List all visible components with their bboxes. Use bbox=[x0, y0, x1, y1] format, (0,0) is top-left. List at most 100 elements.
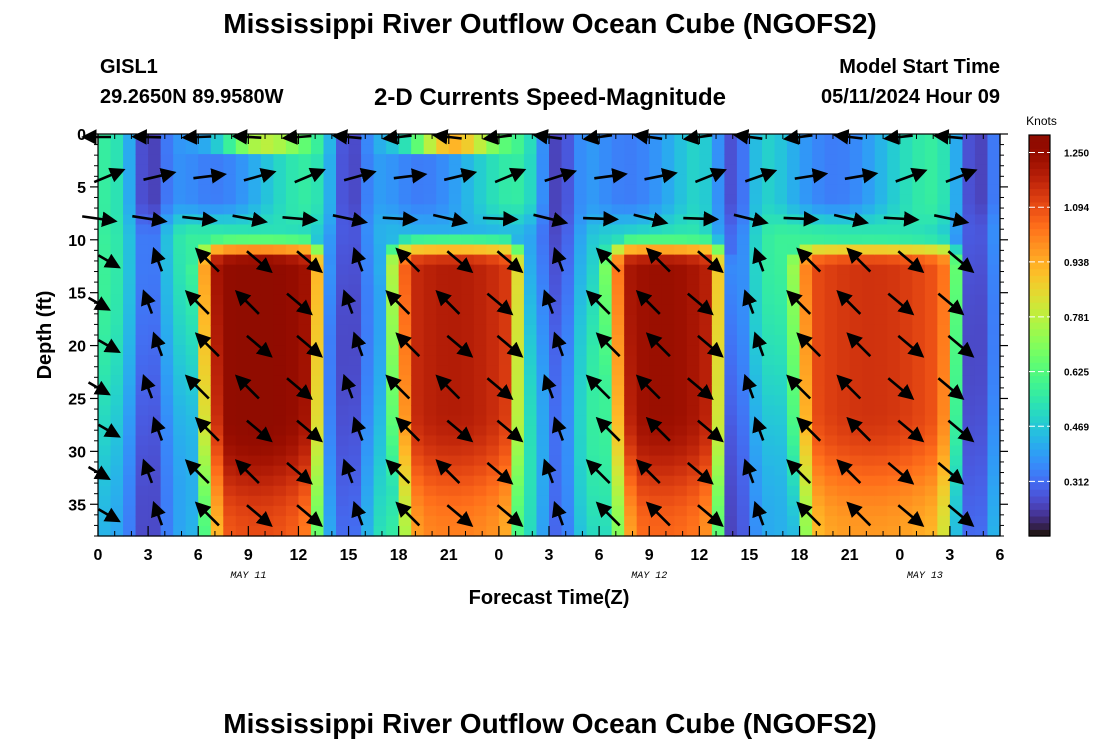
heatmap-cell bbox=[862, 324, 876, 336]
heatmap-cell bbox=[987, 194, 1001, 205]
heatmap-cell bbox=[486, 314, 500, 326]
heatmap-cell bbox=[123, 184, 137, 195]
heatmap-cell bbox=[473, 154, 487, 165]
heatmap-cell bbox=[661, 244, 675, 256]
heatmap-cell bbox=[661, 254, 675, 266]
heatmap-cell bbox=[824, 204, 838, 215]
heatmap-cell bbox=[586, 505, 600, 517]
heatmap-cell bbox=[874, 505, 888, 517]
heatmap-cell bbox=[586, 365, 600, 376]
heatmap-cell bbox=[436, 405, 450, 416]
heatmap-cell bbox=[386, 495, 400, 507]
heatmap-cell bbox=[373, 435, 387, 447]
heatmap-cell bbox=[323, 224, 337, 236]
current-vector bbox=[97, 253, 121, 269]
heatmap-cell bbox=[285, 495, 300, 507]
heatmap-cell bbox=[774, 234, 788, 246]
colorbar-tick-label: 1.250 bbox=[1064, 149, 1089, 160]
heatmap-cell bbox=[148, 174, 162, 185]
heatmap-cell bbox=[937, 284, 951, 296]
heatmap-cell bbox=[711, 405, 725, 416]
colorbar-segment bbox=[1029, 268, 1050, 276]
current-vector bbox=[752, 416, 768, 441]
heatmap-cell bbox=[574, 274, 588, 286]
model-start-label: Model Start Time bbox=[839, 56, 1000, 78]
heatmap-cell bbox=[887, 525, 901, 537]
current-vector bbox=[286, 461, 313, 485]
heatmap-cell bbox=[198, 385, 212, 396]
current-vector bbox=[846, 332, 872, 358]
heatmap-cell bbox=[887, 385, 901, 396]
heatmap-cell bbox=[912, 365, 926, 376]
heatmap-cell bbox=[974, 284, 989, 296]
heatmap-cell bbox=[298, 324, 312, 336]
heatmap-cell bbox=[523, 244, 538, 256]
heatmap-cell bbox=[586, 425, 600, 437]
heatmap-cell bbox=[523, 134, 538, 145]
heatmap-cell bbox=[849, 345, 863, 356]
heatmap-cell bbox=[123, 144, 137, 155]
current-vector bbox=[343, 167, 377, 183]
heatmap-cell bbox=[235, 314, 249, 326]
axes: 0 3 6 9 12 15 18 21 0 3 6 9 12 15 18 21 0 3 60510152025303… bbox=[34, 127, 1008, 609]
heatmap-cell bbox=[423, 244, 437, 256]
heatmap-cell bbox=[223, 244, 237, 256]
heatmap-cell bbox=[699, 254, 713, 266]
heatmap-cell bbox=[987, 375, 1001, 386]
heatmap-cell bbox=[248, 465, 262, 477]
heatmap-cell bbox=[298, 365, 312, 376]
heatmap-cell bbox=[473, 355, 487, 366]
heatmap-cell bbox=[924, 445, 938, 457]
heatmap-cell bbox=[210, 184, 224, 195]
heatmap-cell bbox=[812, 324, 826, 336]
heatmap-cell bbox=[411, 495, 425, 507]
heatmap-cell bbox=[749, 154, 763, 165]
heatmap-cell bbox=[235, 485, 249, 497]
heatmap-cell bbox=[674, 395, 688, 406]
current-vector bbox=[496, 504, 524, 528]
heatmap-cell bbox=[749, 515, 763, 527]
heatmap-cell bbox=[285, 365, 300, 376]
heatmap-cell bbox=[235, 174, 249, 185]
heatmap-cell bbox=[974, 194, 989, 205]
heatmap-cell bbox=[210, 415, 224, 427]
heatmap-cell bbox=[160, 204, 174, 215]
heatmap-cell bbox=[611, 345, 625, 356]
heatmap-cell bbox=[987, 134, 1001, 145]
heatmap-cell bbox=[148, 304, 162, 316]
current-vector bbox=[282, 211, 319, 227]
heatmap-cell bbox=[874, 355, 888, 366]
heatmap-cell bbox=[248, 254, 262, 266]
heatmap-cell bbox=[298, 204, 312, 215]
heatmap-cell bbox=[686, 385, 700, 396]
x-tick-label: 3 bbox=[945, 547, 954, 564]
heatmap-cell bbox=[123, 405, 137, 416]
heatmap-cell bbox=[323, 365, 337, 376]
heatmap-cell bbox=[185, 274, 199, 286]
heatmap-cell bbox=[411, 485, 425, 497]
heatmap-cell bbox=[523, 294, 538, 306]
heatmap-cell bbox=[436, 144, 450, 155]
heatmap-cell bbox=[260, 505, 274, 517]
heatmap-cell bbox=[498, 335, 513, 346]
heatmap-cell bbox=[711, 445, 725, 457]
heatmap-cell bbox=[210, 234, 224, 246]
heatmap-cell bbox=[624, 234, 638, 246]
heatmap-cell bbox=[411, 244, 425, 256]
heatmap-cell bbox=[386, 365, 400, 376]
heatmap-cell bbox=[887, 375, 901, 386]
heatmap-cell bbox=[724, 174, 738, 185]
heatmap-cell bbox=[235, 445, 249, 457]
heatmap-cell bbox=[949, 395, 964, 406]
heatmap-cell bbox=[974, 425, 989, 437]
heatmap-cell bbox=[586, 475, 600, 487]
heatmap-cell bbox=[974, 385, 989, 396]
y-tick-label: 0 bbox=[77, 127, 86, 144]
heatmap-cell bbox=[323, 244, 337, 256]
heatmap-cell bbox=[912, 405, 926, 416]
colorbar-segment bbox=[1029, 248, 1050, 256]
heatmap-cell bbox=[498, 154, 513, 165]
heatmap-cell bbox=[223, 224, 237, 236]
heatmap-cell bbox=[461, 485, 475, 497]
heatmap-cell bbox=[210, 324, 224, 336]
